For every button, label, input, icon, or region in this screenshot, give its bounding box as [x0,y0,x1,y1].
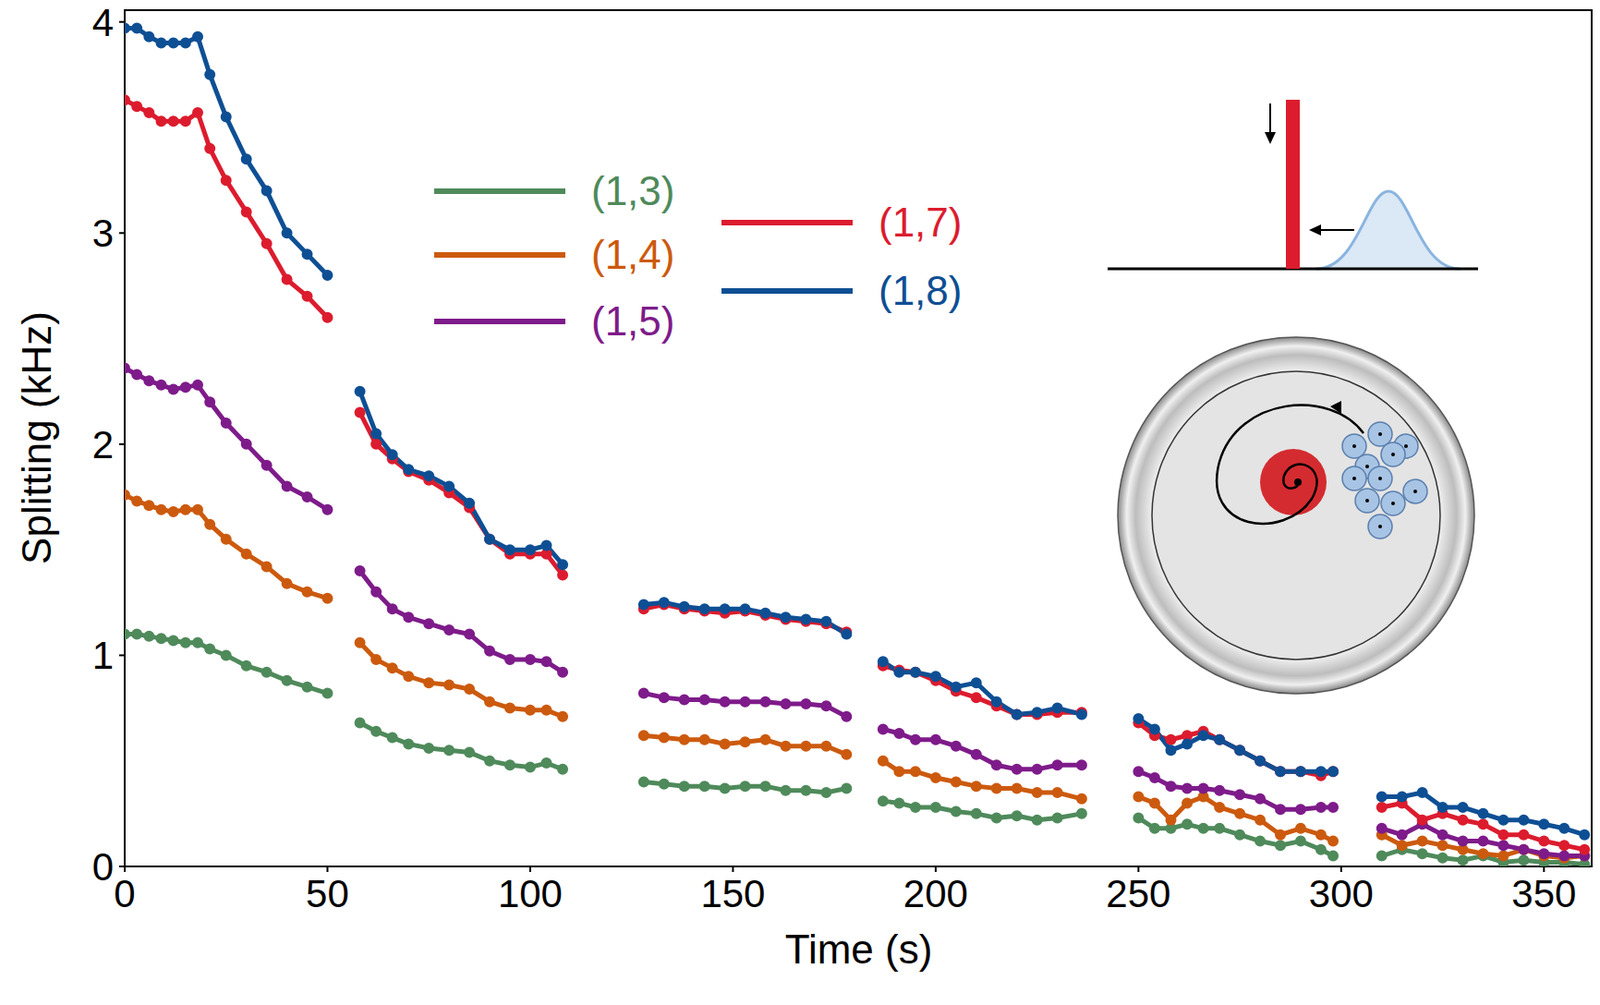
svg-text:200: 200 [903,872,969,916]
svg-text:2: 2 [92,423,114,467]
svg-text:(1,3): (1,3) [591,168,675,214]
svg-text:300: 300 [1309,872,1374,916]
svg-text:0: 0 [113,872,135,916]
svg-text:350: 350 [1511,872,1576,916]
svg-text:50: 50 [305,872,350,916]
svg-text:3: 3 [92,211,114,255]
svg-text:1: 1 [92,633,114,678]
svg-text:150: 150 [700,872,765,916]
svg-text:100: 100 [497,872,563,916]
svg-text:0: 0 [92,845,114,889]
svg-text:(1,5): (1,5) [591,298,675,344]
svg-text:(1,4): (1,4) [591,231,675,278]
svg-text:250: 250 [1105,872,1171,916]
html-text:Splitting (kHz): Splitting (kHz) [13,311,60,565]
svg-text:4: 4 [92,0,114,45]
svg-text:(1,8): (1,8) [878,267,962,314]
svg-text:(1,7): (1,7) [878,199,962,245]
html-text:Time (s): Time (s) [784,926,933,972]
